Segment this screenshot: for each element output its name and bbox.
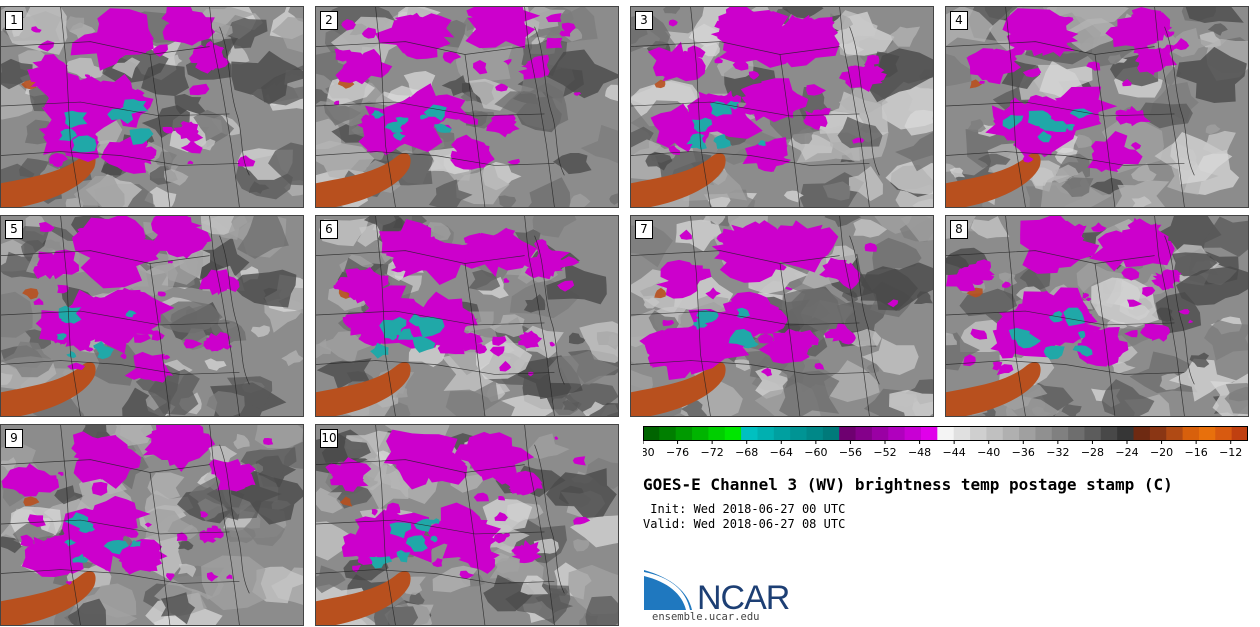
colorbar-swatch bbox=[741, 426, 758, 440]
colorbar-swatch bbox=[1133, 426, 1151, 440]
colorbar-tick-label: −68 bbox=[735, 446, 758, 459]
colorbar-tick-label: −12 bbox=[1219, 446, 1242, 459]
colorbar-swatch bbox=[1051, 426, 1069, 440]
stamp-panel-10: 10 bbox=[315, 424, 619, 626]
colorbar-tick-label: −24 bbox=[1115, 446, 1138, 459]
colorbar-swatch bbox=[643, 426, 660, 440]
colorbar-swatch bbox=[839, 426, 857, 440]
stamp-map bbox=[1, 7, 303, 207]
stamp-panel-2: 2 bbox=[315, 6, 619, 208]
colorbar-swatch bbox=[1019, 426, 1036, 440]
colorbar-tick-label: −80 bbox=[643, 446, 655, 459]
colorbar-swatch bbox=[855, 426, 873, 440]
colorbar-swatch bbox=[1182, 426, 1200, 440]
stamp-panel-8: 8 bbox=[945, 215, 1249, 417]
stamp-map bbox=[316, 7, 618, 207]
colorbar-tick-label: −56 bbox=[839, 446, 862, 459]
colorbar-tick-label: −36 bbox=[1012, 446, 1035, 459]
stamp-panel-6: 6 bbox=[315, 215, 619, 417]
colorbar-tick-label: −32 bbox=[1046, 446, 1069, 459]
colorbar-swatch bbox=[1035, 426, 1053, 440]
colorbar-tick-label: −48 bbox=[908, 446, 931, 459]
stamp-panel-5: 5 bbox=[0, 215, 304, 417]
panel-number: 4 bbox=[950, 11, 968, 30]
colorbar-swatch bbox=[790, 426, 808, 440]
colorbar-swatch bbox=[904, 426, 922, 440]
colorbar-tick-label: −40 bbox=[977, 446, 1000, 459]
stamp-panel-7: 7 bbox=[630, 215, 934, 417]
colorbar-tick-label: −60 bbox=[804, 446, 827, 459]
panel-number: 5 bbox=[5, 220, 23, 239]
page-title: GOES-E Channel 3 (WV) brightness temp po… bbox=[643, 475, 1173, 494]
colorbar-swatch bbox=[773, 426, 791, 440]
stamp-map bbox=[316, 425, 618, 625]
colorbar-swatch bbox=[659, 426, 677, 440]
stamp-map bbox=[946, 216, 1248, 416]
colorbar-swatch bbox=[986, 426, 1004, 440]
panel-number: 6 bbox=[320, 220, 338, 239]
colorbar-tick-label: −44 bbox=[943, 446, 966, 459]
panel-number: 7 bbox=[635, 220, 653, 239]
stamp-panel-1: 1 bbox=[0, 6, 304, 208]
colorbar-tick-label: −20 bbox=[1150, 446, 1173, 459]
panel-number: 3 bbox=[635, 11, 653, 30]
stamp-panel-3: 3 bbox=[630, 6, 934, 208]
colorbar-tick-label: −16 bbox=[1185, 446, 1208, 459]
colorbar-swatch bbox=[953, 426, 971, 440]
stamp-map bbox=[631, 216, 933, 416]
colorbar-swatch bbox=[692, 426, 709, 440]
colorbar-swatch bbox=[757, 426, 775, 440]
colorbar-swatch bbox=[871, 426, 889, 440]
colorbar-swatch bbox=[1100, 426, 1118, 440]
stamp-map bbox=[1, 425, 303, 625]
init-time: Init: Wed 2018-06-27 00 UTC bbox=[643, 502, 846, 516]
colorbar-swatch bbox=[822, 426, 840, 440]
colorbar-swatch bbox=[1166, 426, 1184, 440]
logo-text: NCAR bbox=[697, 579, 789, 615]
colorbar-swatch bbox=[724, 426, 742, 440]
panel-number: 2 bbox=[320, 11, 338, 30]
colorbar-swatch bbox=[1198, 426, 1216, 440]
colorbar-swatch bbox=[970, 426, 987, 440]
panel-number: 10 bbox=[320, 429, 338, 448]
colorbar-tick-label: −64 bbox=[770, 446, 793, 459]
stamp-map bbox=[1, 216, 303, 416]
stamp-panel-9: 9 bbox=[0, 424, 304, 626]
colorbar-swatch bbox=[1231, 426, 1248, 440]
colorbar-tick-label: −28 bbox=[1081, 446, 1104, 459]
stamp-map bbox=[946, 7, 1248, 207]
valid-time: Valid: Wed 2018-06-27 08 UTC bbox=[643, 517, 846, 531]
colorbar-swatch bbox=[675, 426, 693, 440]
colorbar-swatch bbox=[1068, 426, 1085, 440]
colorbar-swatch bbox=[1002, 426, 1020, 440]
ncar-logo: NCAR bbox=[644, 570, 790, 615]
colorbar-swatch bbox=[1117, 426, 1135, 440]
colorbar-swatch bbox=[888, 426, 906, 440]
colorbar-tick-label: −76 bbox=[666, 446, 689, 459]
logo-url: ensemble.ucar.edu bbox=[652, 611, 760, 623]
colorbar-swatch bbox=[806, 426, 824, 440]
stamp-map bbox=[631, 7, 933, 207]
panel-number: 1 bbox=[5, 11, 23, 30]
stamp-map bbox=[316, 216, 618, 416]
colorbar: −80−76−72−68−64−60−56−52−48−44−40−36−32−… bbox=[643, 426, 1248, 459]
colorbar-tick-label: −72 bbox=[701, 446, 724, 459]
panel-number: 9 bbox=[5, 429, 23, 448]
colorbar-swatch bbox=[1084, 426, 1102, 440]
colorbar-swatch bbox=[920, 426, 938, 440]
colorbar-swatch bbox=[1149, 426, 1167, 440]
colorbar-swatch bbox=[708, 426, 726, 440]
colorbar-tick-label: −52 bbox=[873, 446, 896, 459]
panel-number: 8 bbox=[950, 220, 968, 239]
colorbar-swatch bbox=[937, 426, 955, 440]
stamp-panel-4: 4 bbox=[945, 6, 1249, 208]
colorbar-swatch bbox=[1215, 426, 1233, 440]
